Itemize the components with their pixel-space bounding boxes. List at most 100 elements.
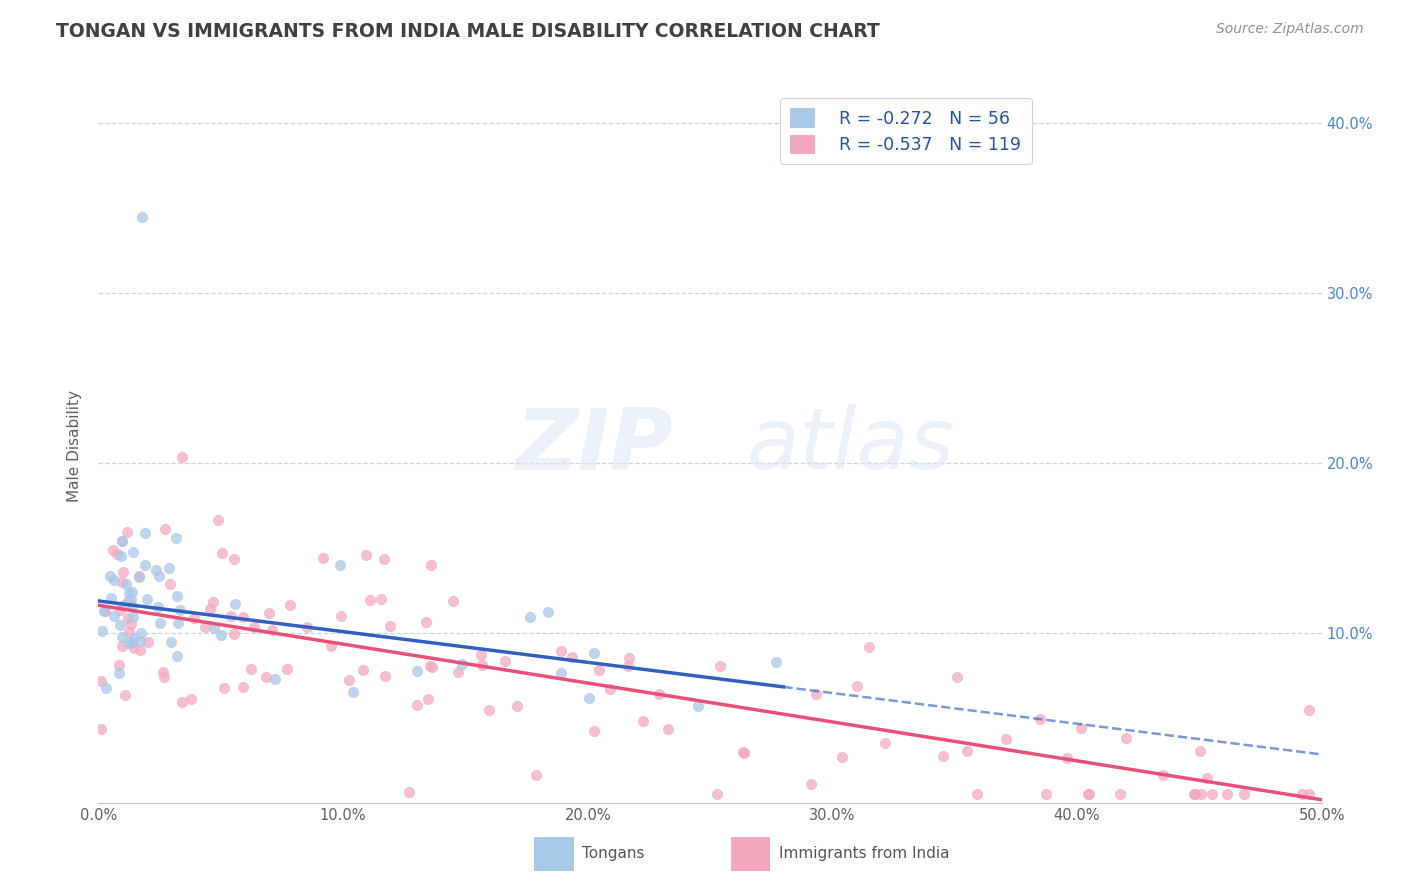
Point bbox=[599, 682, 621, 697]
Point bbox=[765, 655, 787, 669]
Point bbox=[232, 610, 254, 624]
Point bbox=[232, 680, 254, 694]
Point bbox=[374, 669, 396, 683]
Point bbox=[207, 513, 229, 527]
Point bbox=[94, 681, 117, 696]
Point bbox=[239, 662, 262, 676]
Point bbox=[134, 558, 156, 572]
Point bbox=[103, 608, 125, 623]
Y-axis label: Male Disability: Male Disability bbox=[67, 390, 83, 502]
Point bbox=[118, 586, 141, 600]
Point bbox=[806, 687, 828, 701]
Point bbox=[583, 724, 606, 739]
Point bbox=[254, 670, 277, 684]
Point bbox=[405, 664, 427, 678]
Point bbox=[415, 615, 437, 629]
Point bbox=[224, 627, 246, 641]
Point bbox=[103, 574, 125, 588]
Point bbox=[1077, 787, 1099, 801]
Point bbox=[211, 546, 233, 560]
Point bbox=[561, 650, 583, 665]
Point bbox=[955, 744, 977, 758]
Point bbox=[420, 558, 443, 573]
Point bbox=[145, 563, 167, 577]
Point bbox=[1201, 787, 1223, 801]
Point bbox=[117, 594, 139, 608]
Point bbox=[108, 666, 131, 681]
Point bbox=[149, 615, 172, 630]
Point bbox=[582, 646, 605, 660]
Point bbox=[108, 618, 131, 632]
Point bbox=[1197, 771, 1219, 785]
Point bbox=[183, 610, 205, 624]
Point bbox=[98, 569, 121, 583]
Point bbox=[118, 636, 141, 650]
Point bbox=[136, 591, 159, 606]
Point bbox=[131, 210, 153, 224]
Point bbox=[329, 558, 352, 573]
Point bbox=[134, 526, 156, 541]
Point bbox=[129, 634, 152, 648]
Point bbox=[519, 610, 541, 624]
Text: atlas: atlas bbox=[747, 404, 955, 488]
Point bbox=[1029, 712, 1052, 726]
Point bbox=[450, 657, 472, 671]
Point bbox=[214, 681, 236, 695]
Point bbox=[370, 592, 392, 607]
Point bbox=[153, 669, 176, 683]
Point bbox=[107, 657, 129, 672]
Point bbox=[416, 691, 439, 706]
Point bbox=[537, 605, 560, 619]
Point bbox=[224, 598, 246, 612]
Point bbox=[648, 687, 671, 701]
Point bbox=[148, 569, 170, 583]
Point bbox=[94, 604, 117, 618]
Point bbox=[166, 589, 188, 603]
Point bbox=[110, 575, 132, 590]
Point bbox=[172, 450, 194, 464]
Point bbox=[148, 599, 170, 614]
Point bbox=[166, 648, 188, 663]
Point bbox=[122, 640, 145, 655]
Point bbox=[157, 561, 180, 575]
Point bbox=[120, 616, 142, 631]
Point bbox=[330, 608, 353, 623]
Point bbox=[118, 625, 141, 640]
Point bbox=[1182, 787, 1205, 801]
Point bbox=[550, 643, 572, 657]
Point bbox=[1152, 768, 1174, 782]
Point bbox=[93, 603, 115, 617]
Point bbox=[405, 698, 427, 713]
Point bbox=[441, 594, 464, 608]
Point bbox=[276, 662, 298, 676]
Point bbox=[100, 591, 122, 605]
Point bbox=[115, 577, 138, 591]
Point bbox=[117, 611, 139, 625]
Point bbox=[202, 595, 225, 609]
Point bbox=[264, 672, 287, 686]
Point bbox=[1035, 787, 1057, 801]
Point bbox=[858, 640, 880, 654]
Point bbox=[200, 602, 222, 616]
Point bbox=[1115, 731, 1137, 746]
Point bbox=[122, 545, 145, 559]
Point bbox=[373, 552, 395, 566]
Legend:   R = -0.272   N = 56,   R = -0.537   N = 119: R = -0.272 N = 56, R = -0.537 N = 119 bbox=[779, 98, 1032, 164]
Point bbox=[128, 570, 150, 584]
Point bbox=[321, 639, 343, 653]
Point bbox=[103, 543, 125, 558]
Point bbox=[159, 577, 181, 591]
Point bbox=[120, 592, 142, 607]
Point bbox=[111, 533, 134, 548]
Point bbox=[138, 635, 160, 649]
Point bbox=[1233, 787, 1256, 801]
Point bbox=[352, 663, 374, 677]
Point bbox=[380, 618, 402, 632]
Point bbox=[90, 674, 112, 689]
Point bbox=[494, 654, 516, 668]
Point bbox=[709, 659, 731, 673]
Point bbox=[115, 524, 138, 539]
Point bbox=[90, 723, 112, 737]
Point bbox=[733, 746, 755, 760]
Point bbox=[114, 688, 136, 702]
